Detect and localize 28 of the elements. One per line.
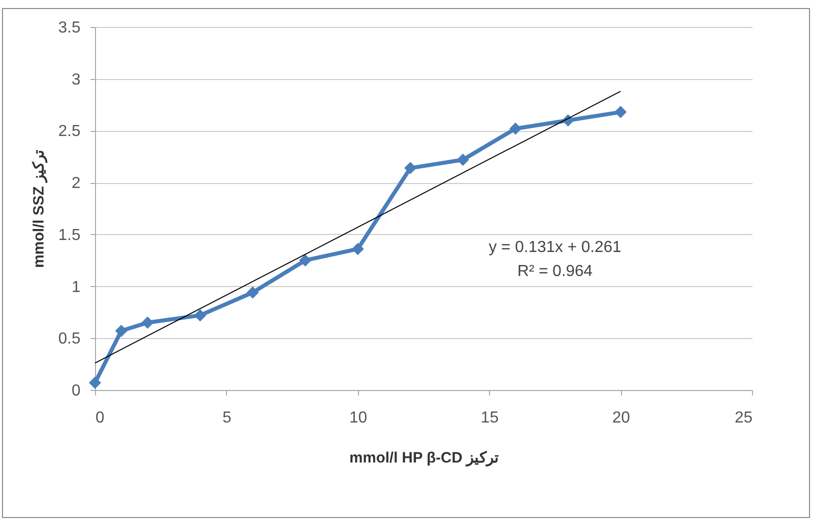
annotation: R² = 0.964: [517, 263, 593, 280]
x-axis-title: mmol/l HP β-CD تركيز: [349, 450, 499, 466]
x-tick-label: 0: [96, 410, 104, 426]
x-tick-label: 20: [612, 410, 630, 426]
point: [141, 316, 154, 329]
y-tick-label: 2: [72, 175, 81, 192]
y-tick-label: 0: [72, 382, 81, 400]
point: [299, 254, 312, 266]
point: [246, 286, 259, 299]
point: [115, 324, 128, 338]
y-tick-label: 0.5: [58, 330, 81, 348]
point: [509, 122, 522, 135]
point: [352, 242, 364, 256]
y-axis-title: mmol/l SSZ تركيز: [30, 150, 48, 268]
point: [456, 154, 470, 166]
y-tick-label: 1: [72, 278, 81, 296]
y-tick-label: 1.5: [58, 226, 81, 244]
x-tick-label: 10: [349, 410, 368, 426]
point: [88, 376, 102, 389]
x-tick-label: 15: [480, 410, 499, 426]
y-tick-label: 3: [72, 71, 81, 88]
x-tick-label: 25: [734, 410, 753, 426]
x-tick-label: 5: [222, 410, 232, 426]
point: [404, 162, 416, 174]
y-tick-label: 2.5: [58, 123, 81, 140]
annotation: y = 0.131x + 0.261: [488, 239, 622, 256]
point: [614, 106, 627, 118]
y-tick-label: 3.5: [58, 20, 81, 36]
